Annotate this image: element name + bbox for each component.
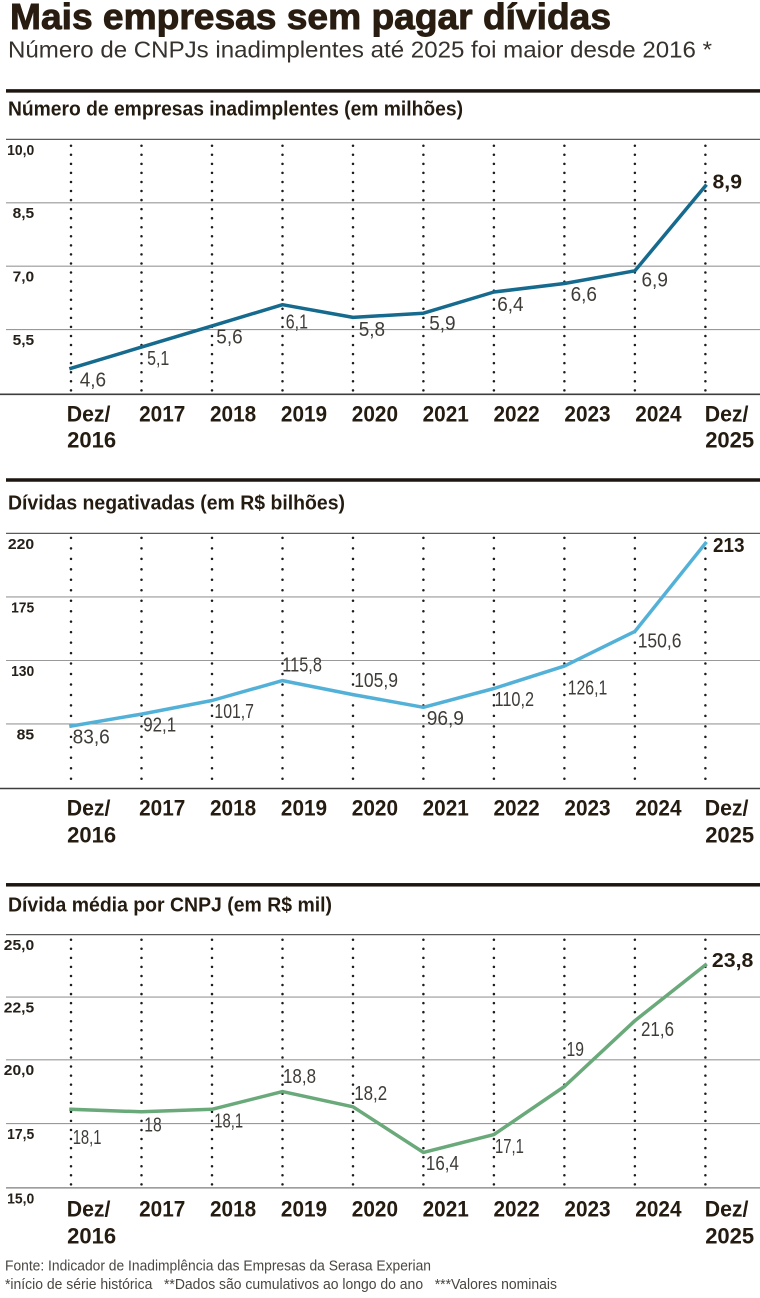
svg-text:Fonte: Indicador de Inadimplên: Fonte: Indicador de Inadimplência das Em… — [5, 1259, 431, 1275]
svg-text:213: 213 — [713, 534, 745, 557]
svg-text:19: 19 — [567, 1039, 584, 1061]
svg-text:2018: 2018 — [210, 796, 256, 821]
svg-text:6,9: 6,9 — [642, 269, 668, 291]
svg-text:2019: 2019 — [281, 1197, 327, 1222]
svg-text:2020: 2020 — [352, 401, 398, 426]
svg-text:92,1: 92,1 — [143, 714, 176, 736]
svg-text:4,6: 4,6 — [80, 369, 106, 391]
svg-text:2020: 2020 — [352, 796, 398, 821]
svg-text:150,6: 150,6 — [638, 630, 682, 652]
svg-text:25,0: 25,0 — [4, 937, 34, 954]
svg-text:Dez/: Dez/ — [67, 401, 111, 426]
svg-text:2016: 2016 — [67, 428, 116, 453]
svg-text:2021: 2021 — [423, 1197, 469, 1222]
svg-text:5,5: 5,5 — [13, 332, 35, 349]
svg-text:16,4: 16,4 — [426, 1153, 459, 1175]
svg-text:Número de CNPJs inadimplentes: Número de CNPJs inadimplentes até 2025 f… — [8, 37, 712, 63]
svg-text:2017: 2017 — [139, 1197, 185, 1222]
svg-text:2020: 2020 — [352, 1197, 398, 1222]
svg-text:5,8: 5,8 — [359, 319, 385, 341]
svg-text:Mais empresas sem pagar dívida: Mais empresas sem pagar dívidas — [10, 0, 611, 37]
svg-text:10,0: 10,0 — [7, 142, 34, 159]
svg-text:18,1: 18,1 — [214, 1110, 243, 1132]
svg-text:22,5: 22,5 — [4, 1000, 34, 1017]
svg-text:2021: 2021 — [423, 401, 469, 426]
svg-text:2016: 2016 — [67, 1223, 116, 1248]
svg-text:2022: 2022 — [494, 401, 540, 426]
svg-text:110,2: 110,2 — [495, 689, 535, 711]
svg-text:2017: 2017 — [139, 796, 185, 821]
svg-text:2023: 2023 — [564, 401, 610, 426]
svg-text:15,0: 15,0 — [7, 1190, 34, 1207]
svg-text:101,7: 101,7 — [214, 701, 254, 723]
svg-text:2022: 2022 — [494, 796, 540, 821]
svg-text:2023: 2023 — [564, 1197, 610, 1222]
svg-text:5,1: 5,1 — [147, 348, 169, 370]
svg-text:8,9: 8,9 — [713, 171, 743, 194]
svg-text:2024: 2024 — [635, 401, 682, 426]
svg-text:18: 18 — [144, 1115, 161, 1137]
svg-text:8,5: 8,5 — [13, 205, 35, 222]
svg-text:18,8: 18,8 — [283, 1066, 316, 1088]
svg-text:2016: 2016 — [67, 822, 116, 847]
svg-text:83,6: 83,6 — [73, 727, 110, 749]
svg-text:6,4: 6,4 — [497, 294, 523, 316]
svg-text:2021: 2021 — [423, 796, 469, 821]
svg-text:5,6: 5,6 — [216, 327, 242, 349]
svg-text:105,9: 105,9 — [354, 670, 398, 692]
svg-text:2019: 2019 — [281, 796, 327, 821]
svg-text:85: 85 — [17, 726, 35, 743]
svg-text:Dez/: Dez/ — [67, 796, 111, 821]
svg-text:18,2: 18,2 — [354, 1083, 387, 1105]
svg-text:2022: 2022 — [494, 1197, 540, 1222]
svg-text:5,9: 5,9 — [429, 313, 455, 335]
svg-text:Dez/: Dez/ — [705, 1197, 749, 1222]
svg-text:130: 130 — [11, 663, 34, 680]
svg-text:2023: 2023 — [564, 796, 610, 821]
svg-text:18,1: 18,1 — [73, 1127, 102, 1149]
svg-text:2025: 2025 — [705, 1223, 754, 1248]
svg-text:Número de empresas inadimplent: Número de empresas inadimplentes (em mil… — [8, 99, 463, 121]
svg-text:220: 220 — [8, 536, 34, 553]
svg-text:2024: 2024 — [635, 796, 682, 821]
svg-text:Dívidas negativadas (em R$ bil: Dívidas negativadas (em R$ bilhões) — [8, 493, 345, 515]
svg-text:126,1: 126,1 — [568, 678, 608, 700]
svg-text:7,0: 7,0 — [13, 269, 35, 286]
svg-text:2017: 2017 — [139, 401, 185, 426]
svg-text:6,6: 6,6 — [571, 284, 597, 306]
svg-text:2024: 2024 — [635, 1197, 682, 1222]
svg-text:Dez/: Dez/ — [67, 1197, 111, 1222]
svg-text:17,1: 17,1 — [495, 1136, 524, 1158]
svg-text:2018: 2018 — [210, 401, 256, 426]
svg-text:115,8: 115,8 — [282, 655, 322, 677]
svg-text:20,0: 20,0 — [4, 1062, 34, 1079]
svg-text:175: 175 — [11, 599, 34, 616]
svg-text:2025: 2025 — [705, 822, 754, 847]
svg-text:17,5: 17,5 — [7, 1126, 34, 1143]
svg-text:Dívida média por CNPJ (em R$ m: Dívida média por CNPJ (em R$ mil) — [8, 894, 332, 916]
svg-text:Dez/: Dez/ — [705, 401, 749, 426]
svg-text:2019: 2019 — [281, 401, 327, 426]
svg-text:Dez/: Dez/ — [705, 796, 749, 821]
svg-text:*início de série histórica *: *início de série histórica **Dados são c… — [5, 1277, 557, 1293]
svg-text:2025: 2025 — [705, 428, 754, 453]
svg-text:96,9: 96,9 — [427, 708, 464, 730]
svg-text:6,1: 6,1 — [286, 312, 308, 334]
svg-text:23,8: 23,8 — [712, 949, 754, 972]
svg-text:21,6: 21,6 — [641, 1019, 674, 1041]
svg-text:2018: 2018 — [210, 1197, 256, 1222]
